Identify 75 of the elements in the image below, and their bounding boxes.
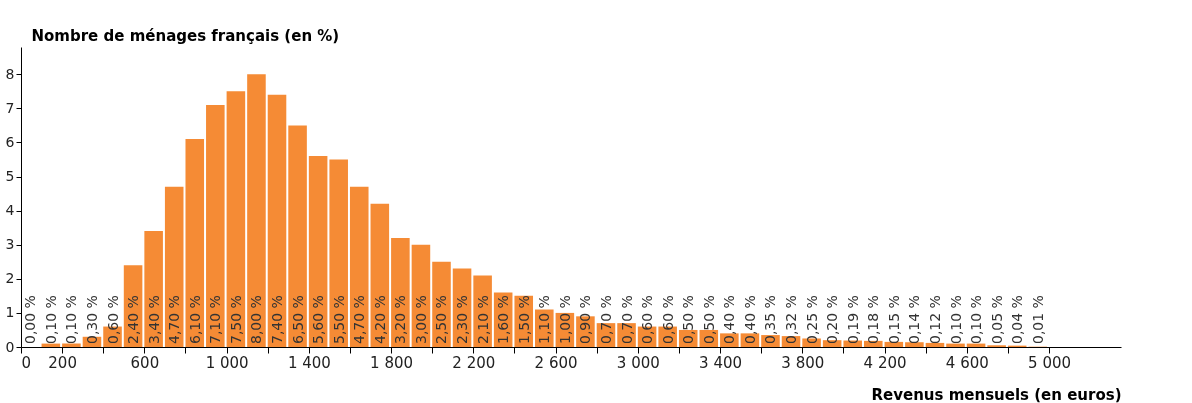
- data-label: 0,00 %: [22, 295, 39, 344]
- data-label: 0,18 %: [865, 295, 882, 344]
- data-label: 1,60 %: [495, 295, 512, 344]
- data-label: 1,50 %: [515, 295, 532, 344]
- y-tick-label: 2: [5, 270, 15, 287]
- data-label: 0,10 %: [63, 295, 80, 344]
- x-axis-title: Revenus mensuels (en euros): [871, 385, 1122, 403]
- data-label: 1,00 %: [556, 295, 573, 344]
- data-label: 0,10 %: [42, 295, 59, 344]
- data-label: 0,60 %: [104, 295, 121, 344]
- x-tick-label: 0: [21, 353, 32, 372]
- data-label: 0,14 %: [906, 295, 923, 344]
- x-tick-label: 3 000: [616, 353, 660, 372]
- x-tick-label: 1 800: [370, 353, 414, 372]
- x-tick-label: 2 600: [534, 353, 578, 372]
- y-tick-label: 1: [5, 304, 15, 321]
- x-tick-label: 4 600: [945, 353, 989, 372]
- data-label: 3,00 %: [412, 295, 429, 344]
- data-label: 5,50 %: [330, 295, 347, 344]
- x-tick-label: 4 200: [863, 353, 907, 372]
- data-label: 0,40 %: [721, 295, 738, 344]
- data-label: 6,10 %: [186, 295, 203, 344]
- data-label: 2,50 %: [433, 295, 450, 344]
- data-label: 0,25 %: [803, 295, 820, 344]
- data-label: 0,20 %: [824, 295, 841, 344]
- x-tick-label: 1 400: [287, 353, 331, 372]
- x-tick-label: 1 000: [205, 353, 249, 372]
- data-label: 3,40 %: [145, 295, 162, 344]
- y-tick-label: 7: [5, 99, 15, 116]
- data-label: 4,70 %: [166, 295, 183, 344]
- data-label: 3,20 %: [392, 295, 409, 344]
- data-label: 0,50 %: [700, 295, 717, 344]
- data-label: 0,15 %: [885, 295, 902, 344]
- y-tick-label: 0: [5, 338, 15, 355]
- data-label: 0,70 %: [618, 295, 635, 344]
- y-tick-label: 5: [5, 168, 15, 185]
- data-label: 2,30 %: [454, 295, 471, 344]
- y-axis-title: Nombre de ménages français (en %): [31, 26, 340, 45]
- data-label: 0,05 %: [988, 295, 1005, 344]
- data-label: 7,40 %: [269, 295, 286, 344]
- data-label: 0,10 %: [947, 295, 964, 344]
- data-label: 5,60 %: [310, 295, 327, 344]
- data-label: 0,60 %: [639, 295, 656, 344]
- x-tick-label: 3 800: [781, 353, 825, 372]
- data-label: 0,30 %: [83, 295, 100, 344]
- data-label: 4,20 %: [371, 295, 388, 344]
- y-tick-label: 4: [5, 202, 15, 219]
- data-label: 2,40 %: [125, 295, 142, 344]
- x-tick-label: 5 000: [1028, 353, 1072, 372]
- data-label: 0,04 %: [1009, 295, 1026, 344]
- data-label: 0,19 %: [844, 295, 861, 344]
- x-tick-label: 2 200: [452, 353, 496, 372]
- data-label: 0,50 %: [680, 295, 697, 344]
- data-label: 0,70 %: [597, 295, 614, 344]
- data-label: 0,32 %: [783, 295, 800, 344]
- x-tick-label: 600: [130, 353, 160, 372]
- y-tick-label: 8: [5, 65, 15, 82]
- data-label: 0,01 %: [1029, 295, 1046, 344]
- data-label: 2,10 %: [474, 295, 491, 344]
- data-label: 1,10 %: [536, 295, 553, 344]
- data-label: 0,35 %: [762, 295, 779, 344]
- data-label: 0,40 %: [741, 295, 758, 344]
- data-label: 8,00 %: [248, 295, 265, 344]
- data-label: 0,10 %: [968, 295, 985, 344]
- data-label: 0,60 %: [659, 295, 676, 344]
- x-tick-label: 3 400: [699, 353, 743, 372]
- data-label: 0,90 %: [577, 295, 594, 344]
- x-tick-label: 200: [48, 353, 77, 372]
- data-label: 0,12 %: [926, 295, 943, 344]
- y-tick-label: 3: [5, 236, 15, 253]
- data-label: 6,50 %: [289, 295, 306, 344]
- y-tick-label: 6: [5, 133, 15, 150]
- data-label: 7,10 %: [207, 295, 224, 344]
- data-label: 4,70 %: [351, 295, 368, 344]
- data-label: 7,50 %: [227, 295, 244, 344]
